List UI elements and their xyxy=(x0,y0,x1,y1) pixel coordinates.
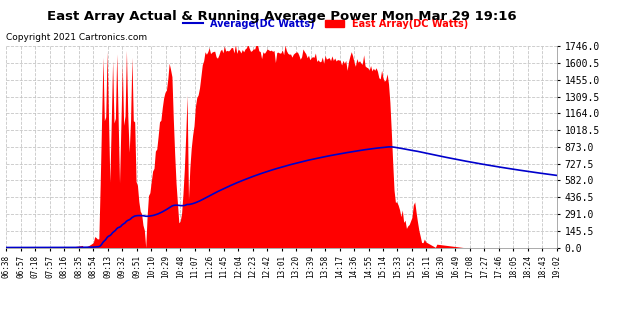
Legend: Average(DC Watts), East Array(DC Watts): Average(DC Watts), East Array(DC Watts) xyxy=(179,15,472,33)
Text: Copyright 2021 Cartronics.com: Copyright 2021 Cartronics.com xyxy=(6,33,148,42)
Text: East Array Actual & Running Average Power Mon Mar 29 19:16: East Array Actual & Running Average Powe… xyxy=(47,10,516,23)
